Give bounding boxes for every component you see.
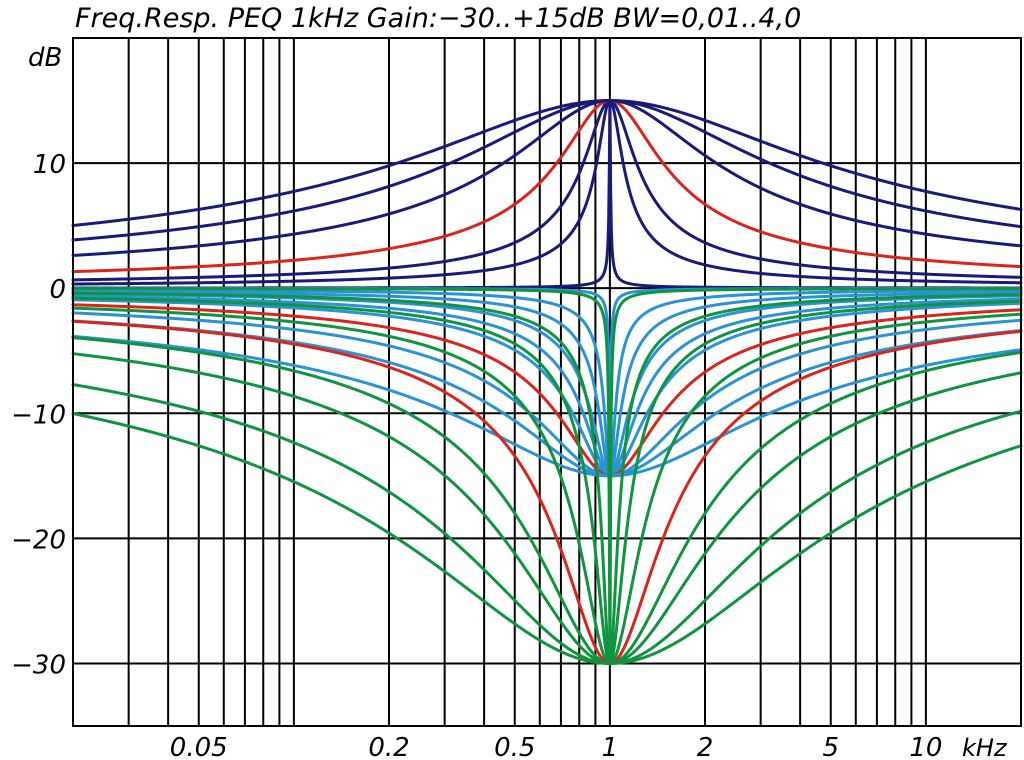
response-curve <box>71 99 1023 274</box>
response-curve <box>71 298 1023 478</box>
response-curve <box>71 352 1023 665</box>
response-curve <box>71 296 1023 665</box>
x-tick-label: 2 <box>697 733 714 760</box>
response-curve <box>71 291 1023 665</box>
response-curve <box>71 383 1023 665</box>
grid <box>73 38 1021 726</box>
x-tick-label: 0.05 <box>170 733 228 760</box>
x-tick-label: 10 <box>909 733 942 760</box>
response-curve <box>71 99 1023 282</box>
response-curve <box>71 99 1023 228</box>
response-curve <box>71 99 1023 257</box>
response-curve <box>71 303 1023 478</box>
response-curve <box>71 412 1023 665</box>
y-axis-label: dB <box>28 43 62 73</box>
response-curve <box>71 336 1023 665</box>
response-curve <box>71 306 1023 665</box>
response-curve <box>71 99 1023 242</box>
y-tick-label: −10 <box>11 400 66 430</box>
response-curve <box>71 319 1023 665</box>
response-curve <box>71 290 1023 478</box>
y-tick-label: −20 <box>11 525 66 555</box>
response-curve <box>71 311 1023 478</box>
x-axis-unit-label: kHz <box>962 734 1008 760</box>
tick-labels: 0.05 0.2 0.5 1 2 5 10 10 0 −10 −20 −30 <box>11 150 942 760</box>
x-tick-label: 0.5 <box>494 733 535 760</box>
chart-title: Freq.Resp. PEQ 1kHz Gain:−30..+15dB BW=0… <box>75 3 801 34</box>
response-curve <box>71 288 1023 478</box>
response-curves <box>71 99 1023 665</box>
response-curve <box>71 334 1023 478</box>
plot-frame <box>72 37 1022 727</box>
y-tick-label: 10 <box>33 150 66 180</box>
x-tick-label: 1 <box>602 733 619 760</box>
response-curve <box>71 294 1023 478</box>
response-curve <box>71 287 1023 665</box>
y-tick-label: 0 <box>49 275 66 305</box>
y-tick-label: −30 <box>11 650 66 680</box>
response-curve <box>71 99 1023 286</box>
x-tick-label: 5 <box>822 733 839 760</box>
x-tick-label: 0.2 <box>368 733 409 760</box>
